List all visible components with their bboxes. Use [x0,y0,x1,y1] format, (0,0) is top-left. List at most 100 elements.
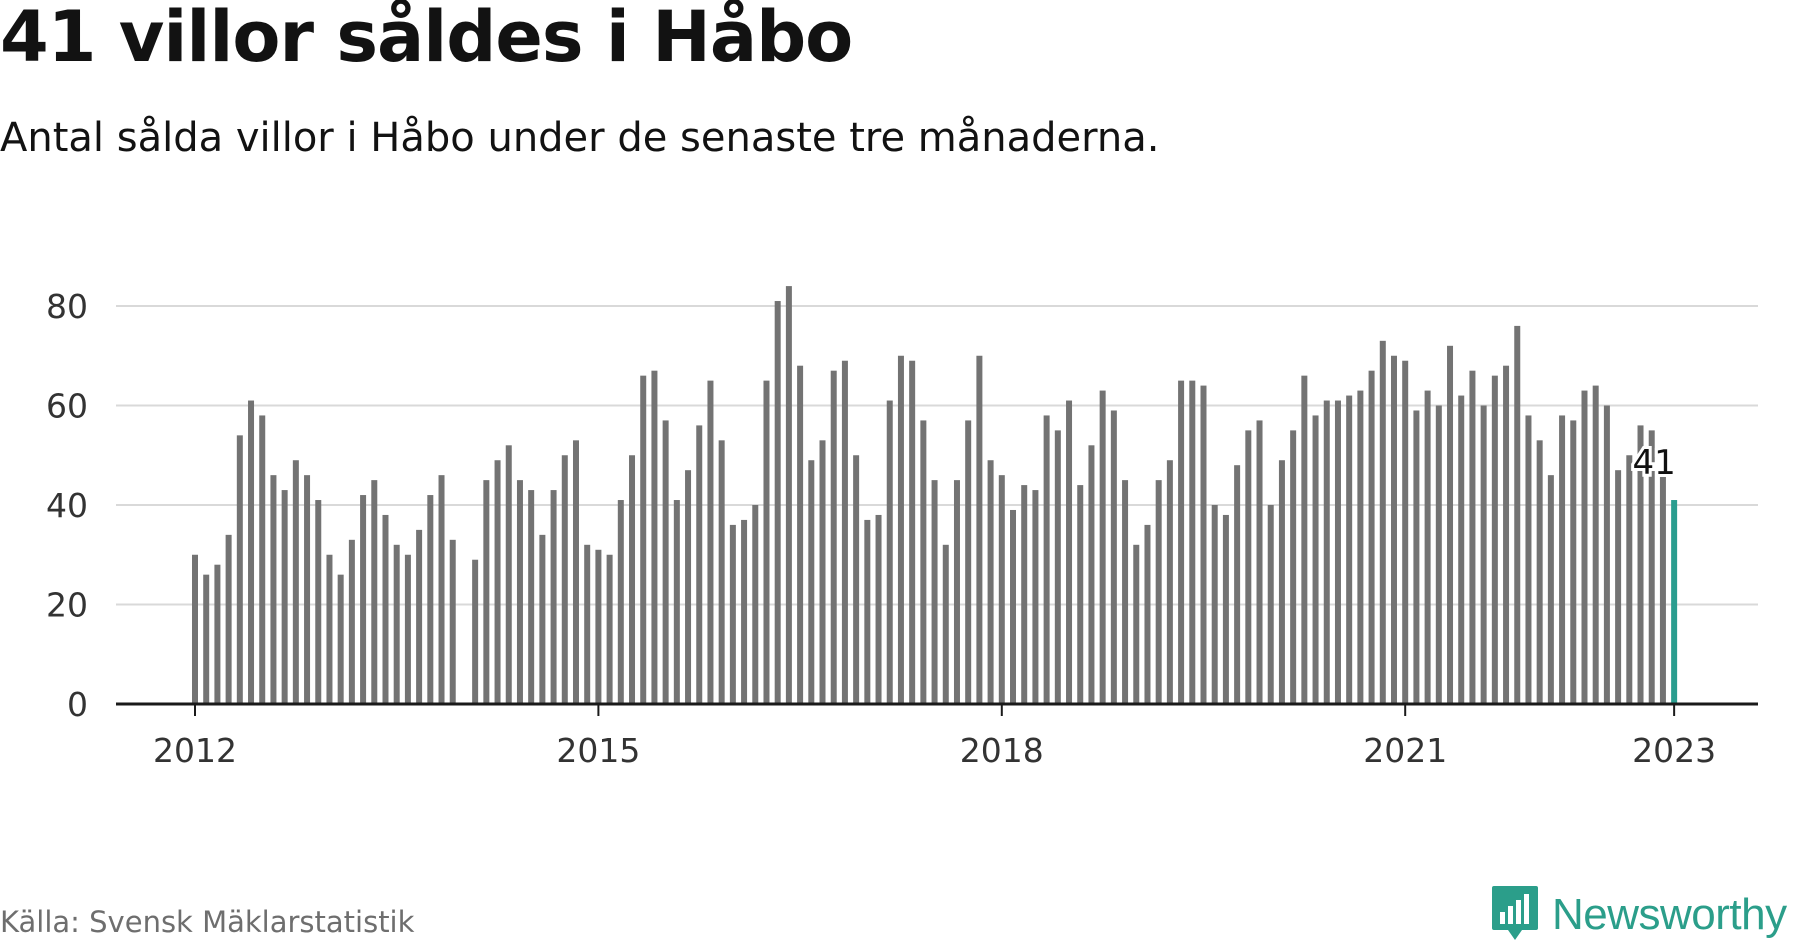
bar [1200,385,1207,704]
y-tick-label: 60 [46,387,88,426]
bar [550,490,557,704]
highlight-bar [1671,500,1678,704]
bar [1402,360,1409,704]
bar [1155,480,1162,704]
bar [1447,345,1454,704]
bar [953,480,960,704]
bar [1659,475,1666,704]
source-note: Källa: Svensk Mäklarstatistik [0,905,415,939]
bar [326,554,333,704]
bar [561,455,568,704]
bar [192,554,198,704]
bar [1043,415,1050,704]
bar [785,286,792,704]
x-tick-label: 2023 [1632,731,1716,770]
bar [1088,445,1095,704]
y-tick-label: 0 [67,685,88,724]
bar [1435,405,1442,704]
bar [1290,430,1297,704]
bar [1570,420,1577,704]
bar [1581,390,1588,704]
bar [920,420,927,704]
bar [1603,405,1610,704]
bar [1144,524,1151,704]
bar [225,534,232,704]
bar [1122,480,1129,704]
x-tick-label: 2015 [556,731,640,770]
bar [572,440,579,704]
bar [864,519,871,704]
bar [539,534,546,704]
bars [192,286,1678,704]
bar [1166,460,1173,704]
bar [1346,395,1353,704]
bar [1413,410,1420,704]
bar [1234,465,1241,704]
x-tick-label: 2018 [960,731,1044,770]
bar [304,475,311,704]
bar [1323,400,1330,704]
bar [1458,395,1465,704]
bar [1189,380,1196,704]
bar [729,524,736,704]
bar [886,400,893,704]
bar [617,500,624,704]
bar [404,554,411,704]
bar [1637,425,1644,704]
bar [965,420,972,704]
bar [673,500,680,704]
bar [382,514,389,704]
bar [1312,415,1319,704]
bar [752,505,759,704]
bar [1424,390,1431,704]
x-tick-label: 2012 [153,731,237,770]
bar [1077,485,1084,704]
bar [976,355,983,704]
bar [1503,365,1510,704]
bar [483,480,490,704]
bar [1648,430,1655,704]
bar [819,440,826,704]
bar [1536,440,1543,704]
bar [1334,400,1341,704]
brand-name: Newsworthy [1552,890,1787,939]
bar [1032,490,1039,704]
bar [897,355,904,704]
bar [1559,415,1566,704]
bar [1357,390,1364,704]
bar [1525,415,1532,704]
bar [998,475,1005,704]
bar [1390,355,1397,704]
bar [651,370,658,704]
bar [718,440,725,704]
bar [707,380,714,704]
bar [214,564,221,704]
bar [1480,405,1487,704]
bar [987,460,994,704]
bar [438,475,445,704]
bar [1469,370,1476,704]
bar [1133,544,1140,704]
bar [449,539,456,704]
bar [606,554,613,704]
bar [360,495,367,704]
y-tick-label: 40 [46,486,88,525]
y-tick-label: 20 [46,586,88,625]
bar [1626,455,1633,704]
bar [427,495,434,704]
bar [931,480,938,704]
bar [337,574,344,704]
y-tick-label: 80 [46,287,88,326]
bar-chart: 0 20 40 60 80 2012 2015 2018 2021 2023 41 [46,286,1758,770]
bar [595,549,602,704]
bar [1256,420,1263,704]
bar [371,480,378,704]
newsworthy-logo[interactable]: Newsworthy [1490,884,1787,946]
bar [348,539,355,704]
bar [909,360,916,704]
bar [1592,385,1599,704]
bar [528,490,535,704]
bar [1178,380,1185,704]
newsworthy-logo-icon [1492,886,1538,940]
bar [629,455,636,704]
